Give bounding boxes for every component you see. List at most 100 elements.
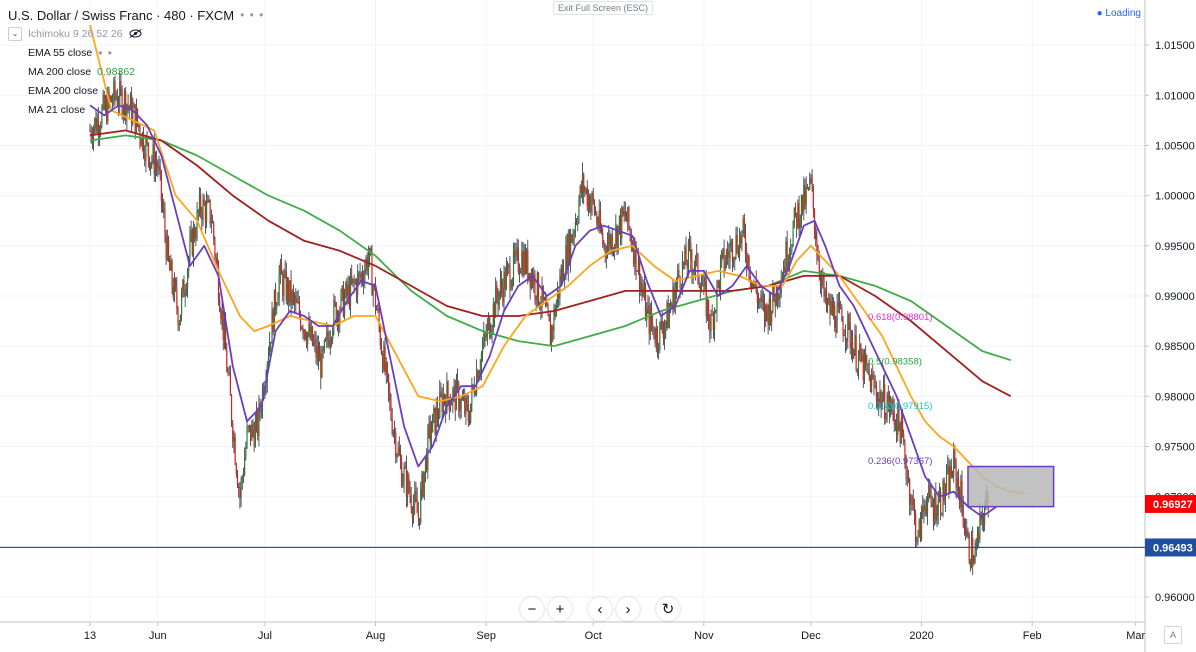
- candle-body: [179, 314, 182, 325]
- candle-body: [133, 104, 135, 109]
- candle-body: [978, 532, 980, 540]
- candle-body: [895, 424, 898, 435]
- candle-body: [416, 499, 418, 513]
- candle-body: [832, 305, 835, 315]
- zoom-out-button[interactable]: −: [520, 597, 544, 621]
- candle-body: [353, 278, 355, 284]
- candle-body: [95, 118, 97, 132]
- candle-body: [849, 322, 851, 348]
- candle-body: [953, 450, 955, 477]
- candle-body: [341, 286, 343, 292]
- candle-body: [258, 403, 260, 436]
- candle-body: [335, 303, 337, 325]
- candle-body: [825, 290, 828, 307]
- candle-body: [342, 286, 344, 317]
- candle-body: [345, 282, 347, 297]
- candle-body: [679, 276, 681, 289]
- candle-body: [545, 299, 547, 307]
- candle-body: [711, 314, 713, 316]
- candle-body: [916, 541, 918, 543]
- candle-body: [556, 290, 559, 304]
- candle-body: [276, 304, 278, 309]
- candle-body: [328, 339, 330, 347]
- candle-body: [631, 245, 634, 250]
- fibonacci-level-label: 0.618(0.98801): [868, 312, 932, 323]
- candle-body: [282, 274, 284, 296]
- candle-body: [838, 302, 841, 308]
- candle-body: [386, 362, 389, 375]
- candle-body: [128, 106, 130, 109]
- fibonacci-level-label: 0.382(0.97915): [868, 401, 932, 412]
- candle-body: [230, 395, 233, 424]
- candle-body: [851, 341, 854, 359]
- candle-body: [397, 447, 399, 456]
- candle-body: [587, 195, 590, 207]
- candle-body: [954, 450, 956, 462]
- candle-body: [767, 310, 769, 325]
- indicator-ma21-label[interactable]: MA 21 close: [28, 103, 86, 116]
- reset-button[interactable]: ↻: [656, 597, 680, 621]
- candle-body: [396, 455, 398, 458]
- candle-body: [562, 264, 565, 281]
- indicator-ema55-label[interactable]: EMA 55 close: [28, 46, 93, 59]
- candle-body: [434, 407, 436, 434]
- zoom-in-button[interactable]: +: [548, 597, 572, 621]
- candle-body: [685, 247, 687, 266]
- candle-body: [811, 177, 813, 186]
- candle-body: [611, 235, 613, 253]
- candle-body: [653, 326, 655, 338]
- scroll-left-button[interactable]: ‹: [588, 597, 612, 621]
- candle-body: [955, 461, 957, 488]
- candle-body: [717, 280, 719, 283]
- candle-body: [723, 248, 725, 270]
- candle-body: [153, 144, 155, 174]
- candle-body: [390, 399, 392, 419]
- candle-body: [412, 504, 415, 517]
- candle-body: [652, 323, 654, 327]
- indicator-ma200-label[interactable]: MA 200 close: [28, 65, 92, 78]
- candle-body: [949, 465, 951, 493]
- candle-body: [383, 346, 385, 371]
- candle-body: [167, 237, 170, 260]
- candle-body: [656, 328, 659, 349]
- candle-body: [257, 411, 259, 436]
- indicator-ichimoku-label[interactable]: Ichimoku 9 26 52 26: [28, 27, 123, 40]
- candle-body: [715, 310, 717, 312]
- candle-body: [716, 282, 718, 312]
- candle-body: [763, 302, 766, 323]
- candle-body: [332, 329, 334, 340]
- candle-body: [529, 273, 531, 288]
- candle-body: [791, 246, 793, 250]
- candle-body: [797, 203, 799, 228]
- candle-body: [552, 326, 554, 331]
- eye-hidden-icon[interactable]: [129, 29, 142, 38]
- candle-body: [694, 257, 697, 270]
- candle-body: [441, 394, 443, 413]
- candle-body: [210, 221, 212, 224]
- candle-body: [432, 414, 434, 433]
- candle-body: [202, 199, 204, 220]
- scroll-right-button[interactable]: ›: [616, 597, 640, 621]
- more-options-icon[interactable]: • • •: [240, 8, 265, 22]
- candle-body: [115, 95, 117, 98]
- ema55-more-icon[interactable]: • •: [98, 45, 113, 60]
- candle-body: [252, 424, 254, 431]
- candle-body: [535, 296, 537, 301]
- candle-body: [351, 275, 353, 284]
- candle-body: [116, 97, 118, 106]
- auto-scale-button[interactable]: A: [1164, 626, 1182, 644]
- candle-body: [221, 310, 223, 320]
- candle-body: [304, 329, 306, 339]
- candle-body: [496, 285, 498, 297]
- candle-body: [847, 313, 849, 339]
- candle-body: [905, 461, 907, 479]
- exit-fullscreen-label[interactable]: Exit Full Screen (ESC): [553, 1, 654, 15]
- indicator-ema200-label[interactable]: EMA 200 close: [28, 84, 99, 97]
- y-tick-label: 0.97500: [1155, 441, 1195, 453]
- collapse-legend-button[interactable]: ⌄: [8, 26, 22, 41]
- candle-body: [885, 418, 887, 420]
- candle-body: [305, 338, 308, 345]
- fibonacci-level-label: 0.236(0.97367): [868, 456, 932, 467]
- candle-body: [798, 203, 800, 229]
